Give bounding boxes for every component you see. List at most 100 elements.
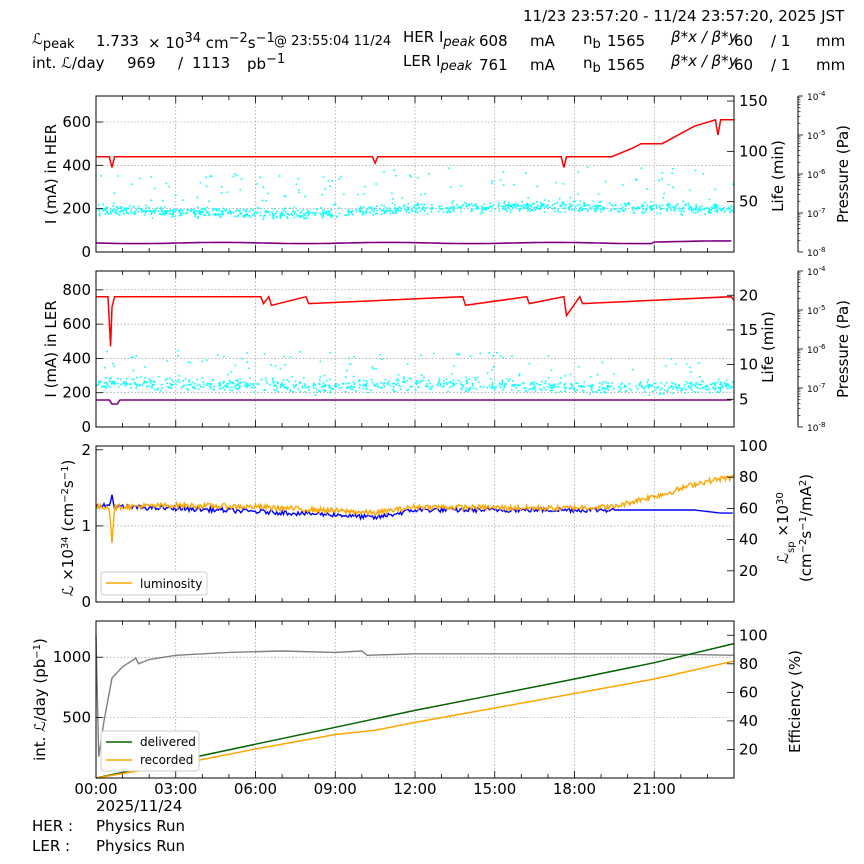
lifetime-point [495, 386, 497, 388]
lifetime-point [117, 377, 119, 380]
lifetime-point [248, 367, 250, 370]
lifetime-point [142, 382, 145, 384]
lifetime-point [387, 383, 389, 385]
lifetime-point [613, 373, 615, 375]
lifetime-point [275, 384, 277, 386]
lifetime-point [709, 208, 712, 211]
lifetime-point [108, 377, 111, 380]
lifetime-point [578, 203, 581, 206]
lifetime-point [154, 381, 156, 383]
lifetime-point [650, 208, 653, 211]
lifetime-point [503, 184, 505, 186]
lifetime-point [343, 193, 345, 196]
lifetime-point [579, 385, 581, 387]
lifetime-point [600, 205, 602, 207]
x-tick-label: 15:00 [473, 780, 516, 798]
lifetime-point [135, 387, 138, 389]
pressure-axis-label-text: Pressure (Pa) [834, 125, 852, 223]
lifetime-point [203, 207, 205, 210]
lifetime-point [273, 385, 275, 387]
lifetime-point [321, 386, 323, 388]
lifetime-point [550, 384, 553, 387]
lifetime-point [367, 208, 369, 210]
lifetime-point [286, 388, 288, 391]
lifetime-point [468, 203, 471, 205]
lifetime-point [329, 378, 331, 380]
lifetime-point [276, 216, 278, 219]
lifetime-point [438, 378, 441, 380]
lifetime-point [289, 356, 292, 358]
lifetime-point [423, 206, 425, 209]
lifetime-point [460, 210, 462, 213]
lifetime-point [721, 386, 724, 389]
lifetime-point [248, 215, 250, 217]
lifetime-point [667, 204, 670, 206]
lifetime-point [535, 207, 537, 209]
lifetime-point [209, 385, 211, 387]
lifetime-point [633, 211, 636, 214]
lifetime-point [143, 213, 146, 216]
lifetime-point [254, 215, 257, 217]
lifetime-point [209, 214, 211, 216]
lifetime-point [361, 213, 364, 216]
lifetime-point [223, 209, 226, 211]
lifetime-point [249, 377, 251, 380]
lifetime-point [178, 210, 180, 212]
lifetime-point [418, 207, 420, 209]
lifetime-point [169, 210, 171, 213]
lifetime-point [133, 213, 136, 216]
lifetime-point [714, 386, 717, 389]
lifetime-point [114, 208, 117, 211]
lifetime-point [687, 385, 690, 387]
lifetime-point [257, 207, 259, 209]
lifetime-point [414, 204, 416, 206]
lifetime-point [110, 208, 112, 211]
lifetime-point [242, 381, 245, 384]
lifetime-point [590, 388, 593, 391]
lifetime-point [350, 388, 352, 390]
lifetime-point [227, 212, 230, 214]
lifetime-point [108, 213, 110, 215]
lifetime-point [236, 209, 238, 211]
lifetime-point [558, 197, 561, 200]
lifetime-point [457, 354, 460, 356]
lifetime-point [299, 212, 302, 214]
lifetime-point [407, 203, 410, 205]
lifetime-point [551, 204, 554, 206]
lifetime-point [262, 186, 265, 188]
lifetime-point [393, 382, 396, 385]
lifetime-point [232, 382, 235, 385]
lifetime-point [712, 386, 714, 388]
lifetime-point [237, 380, 239, 382]
lifetime-point [217, 212, 220, 215]
lifetime-point [464, 201, 466, 204]
lifetime-point [174, 209, 177, 211]
lifetime-point [335, 385, 338, 388]
lifetime-point [106, 210, 108, 213]
lifetime-point [610, 209, 612, 212]
lifetime-point [642, 212, 644, 214]
lifetime-point [707, 386, 709, 388]
lifetime-point [613, 208, 615, 210]
lifetime-point [244, 216, 246, 218]
lifetime-point [717, 381, 719, 383]
lifetime-point [264, 214, 266, 217]
lifetime-point [274, 365, 277, 367]
lifetime-point [319, 360, 322, 363]
lifetime-point [355, 390, 357, 392]
lifetime-point [338, 207, 341, 209]
lifetime-point [673, 210, 676, 212]
lifetime-point [202, 386, 204, 389]
lifetime-point [504, 206, 507, 208]
lifetime-point [488, 207, 490, 209]
lifetime-point [466, 379, 468, 382]
lifetime-point [471, 383, 474, 385]
lifetime-point [649, 384, 651, 387]
lifetime-point [497, 204, 500, 206]
lifetime-point [583, 381, 585, 383]
lifetime-point [437, 210, 440, 213]
lifetime-point [701, 208, 704, 210]
y-tick-label: 0 [81, 243, 91, 261]
lifetime-point [273, 213, 275, 216]
lifetime-point [717, 206, 719, 209]
